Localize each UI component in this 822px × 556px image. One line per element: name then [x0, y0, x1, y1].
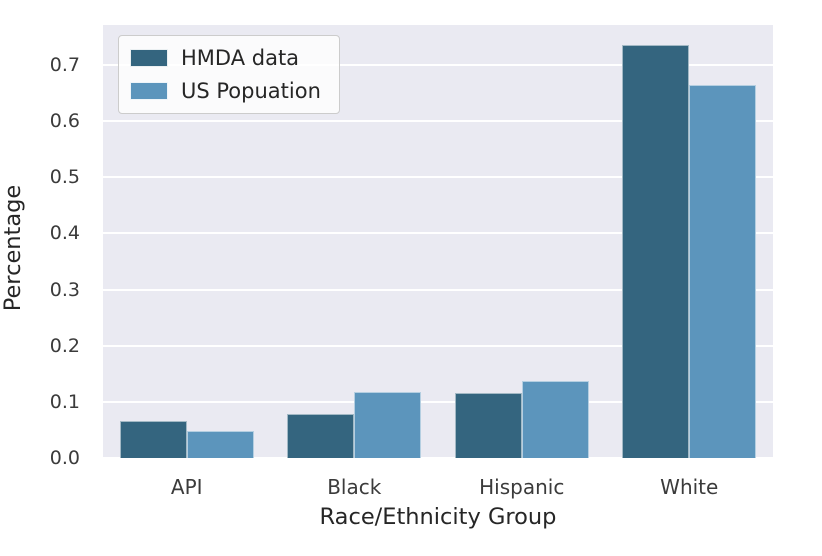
gridline-0.6 [103, 120, 773, 123]
legend-label: HMDA data [181, 46, 300, 70]
y-tick-label-0.7: 0.7 [49, 53, 80, 76]
y-axis-label: Percentage [0, 184, 26, 312]
x-tick-label-white: White [660, 475, 719, 499]
gridline-0.0 [103, 457, 773, 459]
bar-hispanic-uspop [521, 381, 589, 458]
x-axis-label: Race/Ethnicity Group [319, 504, 557, 530]
y-tick-label-0.6: 0.6 [49, 110, 80, 133]
plot-area: HMDA data US Popuation [103, 25, 773, 459]
y-tick-label-0.2: 0.2 [49, 334, 80, 357]
bar-api-uspop [186, 431, 254, 458]
legend-swatch-icon [130, 49, 168, 67]
gridline-0.3 [103, 288, 773, 291]
bar-black-uspop [354, 392, 422, 458]
legend-swatch-icon [130, 82, 168, 100]
x-tick-label-hispanic: Hispanic [479, 475, 565, 499]
legend: HMDA data US Popuation [118, 35, 340, 114]
legend-label: US Popuation [181, 79, 321, 103]
legend-entry-hmda: HMDA data [130, 45, 321, 71]
gridline-0.2 [103, 344, 773, 347]
x-tick-label-black: Black [327, 475, 382, 499]
bar-api-hmda [119, 420, 187, 458]
gridline-0.7 [103, 63, 773, 66]
gridline-0.1 [103, 400, 773, 403]
gridline-0.5 [103, 176, 773, 179]
legend-entry-uspop: US Popuation [130, 78, 321, 104]
gridline-0.4 [103, 232, 773, 235]
y-tick-label-0.0: 0.0 [49, 447, 80, 469]
bar-white-uspop [689, 85, 757, 458]
y-tick-label-0.1: 0.1 [49, 390, 80, 413]
bar-hispanic-hmda [454, 392, 522, 458]
bar-white-hmda [622, 44, 690, 458]
y-tick-label-0.3: 0.3 [49, 278, 80, 301]
y-tick-label-0.5: 0.5 [49, 166, 80, 189]
bar-black-hmda [287, 414, 355, 458]
x-tick-label-api: API [170, 475, 203, 499]
y-tick-label-0.4: 0.4 [49, 222, 80, 245]
